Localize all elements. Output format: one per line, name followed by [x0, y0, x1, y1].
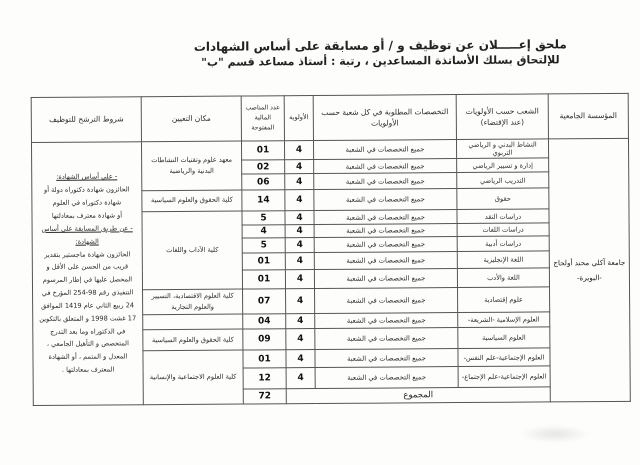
recruitment-table: المؤسسة الجامعية الشعب حسب الأولويات (عن… [31, 93, 631, 407]
specialty-cell: جميع التخصصات في الشعبة [314, 312, 458, 329]
positions-cell: 14 [241, 189, 285, 212]
location-cell: كلية الحقوق والعلوم السياسية [142, 329, 243, 352]
positions-cell: 01 [241, 140, 285, 161]
total-value-cell: 72 [243, 389, 287, 405]
total-label-cell: المجموع [286, 387, 551, 405]
branch-cell: دراسات اللغات [457, 222, 550, 237]
specialty-cell: جميع التخصصات في الشعبة [313, 172, 457, 190]
positions-cell: 12 [243, 368, 287, 390]
priority-cell: 4 [285, 269, 315, 289]
location-cell: كلية الحقوق والعلوم السياسية [141, 190, 242, 212]
branch-cell: العلوم الإجتماعية-علم الإجتماع- [458, 366, 551, 388]
positions-cell: 01 [242, 269, 286, 290]
branch-cell: اللغة والأدب [457, 267, 550, 288]
specialty-cell: جميع التخصصات في الشعبة [313, 188, 457, 211]
header-branches: الشعب حسب الأولويات (عند الإقتضاء) [456, 93, 549, 140]
positions-cell: 5 [242, 237, 286, 254]
branch-cell: إدارة و تسيير الرياضي [456, 157, 549, 173]
header-conditions: شروط الترشح للتوظيف [31, 96, 142, 143]
branch-cell: علوم إقتصادية [457, 286, 550, 313]
branch-cell: العلوم السياسية [457, 327, 550, 349]
branch-cell: دراسات أدبية [457, 235, 550, 252]
conditions-text: - على أساس الشهادة: الحائزون شهادة دكتور… [34, 169, 140, 379]
header-row: المؤسسة الجامعية الشعب حسب الأولويات (عن… [31, 93, 629, 143]
specialty-cell: جميع التخصصات في الشعبة [313, 209, 458, 225]
priority-cell: 4 [285, 313, 315, 330]
positions-cell: 02 [241, 159, 285, 175]
document: ملحق إعـــــلان عن توظيف و / أو مسابقة ع… [0, 0, 640, 406]
priority-cell: 4 [284, 140, 314, 160]
priority-cell: 4 [285, 349, 316, 369]
conditions-heading-2: - عن طريق المسابقة على أساس الشهادة: [41, 224, 133, 246]
location-cell: كلية العلوم الاقتصادية، التسيير والعلوم … [142, 289, 243, 316]
specialty-cell: جميع التخصصات في الشعبة [314, 327, 458, 350]
positions-cell: 09 [242, 329, 286, 351]
branch-cell: حقوق [456, 187, 549, 210]
header-institution: المؤسسة الجامعية [548, 93, 629, 139]
priority-cell: 4 [285, 237, 315, 253]
priority-cell: 4 [284, 159, 314, 174]
document-title: ملحق إعـــــلان عن توظيف و / أو مسابقة ع… [115, 36, 640, 72]
positions-cell: 07 [242, 288, 286, 315]
conditions-text-3: الحائزون شهادة ماجستير بتقدير قريب من ال… [39, 249, 137, 374]
branch-cell: دراسات النقد [456, 208, 550, 224]
header-location: مكان التعيين [141, 96, 242, 142]
branch-cell: العلوم الإسلامية -الشريعة- [457, 312, 550, 328]
specialty-cell: جميع التخصصات في الشعبة [314, 223, 458, 238]
priority-cell: 4 [286, 367, 316, 390]
specialty-cell: جميع التخصصات في الشعبة [314, 268, 458, 289]
positions-cell: 01 [242, 350, 287, 369]
specialty-cell: جميع التخصصات في الشعبة [314, 348, 459, 368]
header-branches-note: (عند الإقتضاء) [480, 117, 525, 127]
branch-cell: اللغة الإنجليزية [457, 250, 550, 269]
positions-cell: 4 [242, 224, 286, 239]
specialty-cell: جميع التخصصات في الشعبة [313, 139, 457, 160]
conditions-heading-1: - على أساس الشهادة: [56, 172, 118, 182]
conditions-text-1: الحائزون شهادة دكتوراه دولة أو شهادة دكت… [43, 185, 130, 208]
specialty-cell: جميع التخصصات في الشعبة [314, 287, 458, 314]
location-cell: معهد علوم وتقنيات النشاطات البدنية والري… [141, 141, 242, 191]
priority-cell: 4 [284, 173, 314, 190]
branch-cell: العلوم الإجتماعية-علم النفس- [457, 348, 551, 367]
specialty-cell: جميع التخصصات في الشعبة [314, 251, 458, 270]
conditions-text-2: أو شهادة معترف بمعادلتها [51, 211, 123, 220]
location-cell: كلية العلوم الاجتماعية والإنسانية [142, 350, 244, 406]
priority-cell: 4 [285, 288, 315, 315]
conditions-cell: - على أساس الشهادة: الحائزون شهادة دكتور… [31, 141, 144, 406]
location-cell: كلية الآداب واللغات [141, 211, 243, 290]
priority-cell: 4 [285, 328, 315, 351]
priority-cell: 4 [285, 224, 315, 238]
positions-cell: 06 [241, 173, 285, 191]
specialty-cell: جميع التخصصات في الشعبة [314, 236, 458, 253]
positions-cell: 04 [242, 314, 286, 330]
branch-cell: التدريب الرياضي [456, 171, 549, 189]
branch-cell: النشاط البدني و الرياضي التربوي [456, 138, 549, 159]
priority-cell: 4 [284, 210, 315, 225]
specialty-cell: جميع التخصصات في الشعبة [313, 158, 457, 174]
priority-cell: 4 [285, 252, 315, 270]
positions-cell: 01 [242, 252, 286, 271]
positions-cell: 5 [241, 210, 286, 226]
institution-cell: جامعة آكلي محند أولحاج -البويرة- [548, 138, 631, 403]
header-specialties: التخصصات المطلوبة في كل شعبة حسب الأولوي… [313, 94, 457, 141]
scan-smudge [520, 425, 590, 443]
header-positions: عدد المناصب المالية المفتوحة [241, 95, 285, 142]
priority-cell: 4 [284, 189, 314, 211]
location-cell-empty [142, 314, 243, 331]
header-priority: الأولوية [284, 95, 314, 141]
header-branches-label: الشعب حسب الأولويات [465, 106, 539, 116]
specialty-cell: جميع التخصصات في الشعبة [315, 366, 459, 389]
